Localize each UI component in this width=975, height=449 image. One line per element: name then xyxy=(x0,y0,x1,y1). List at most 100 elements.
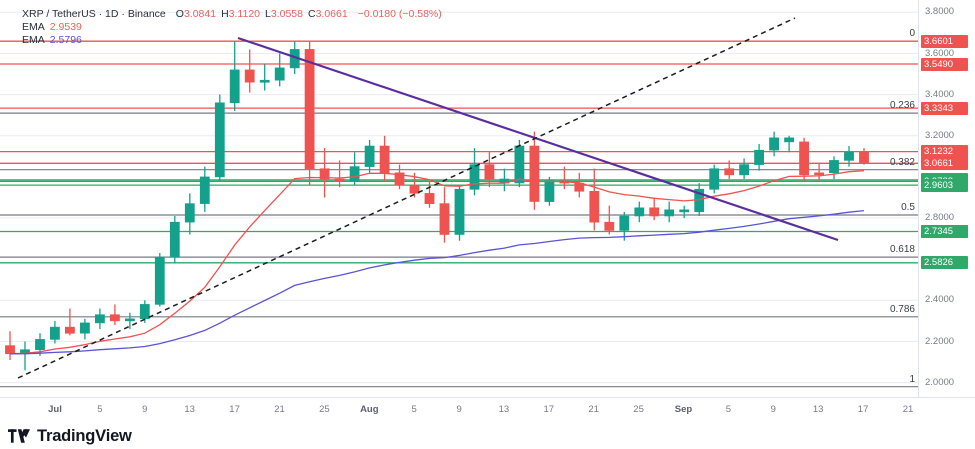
candle-body xyxy=(679,209,690,213)
candle-body xyxy=(154,256,165,305)
time-tick: 9 xyxy=(142,404,148,415)
candle-body xyxy=(35,339,45,350)
time-tick: 5 xyxy=(411,404,417,415)
grid-lines xyxy=(0,11,918,384)
time-tick: 5 xyxy=(97,404,103,415)
fib-ratio-label: 1 xyxy=(909,373,915,385)
price-tick: 2.4000 xyxy=(925,294,955,306)
candle-body xyxy=(110,314,120,322)
footer-band xyxy=(0,420,975,449)
fib-ratio-label: 0.236 xyxy=(889,100,915,112)
ema-fast-line xyxy=(9,170,865,355)
candle-body xyxy=(80,322,90,334)
candle-body xyxy=(214,102,225,178)
candle-body xyxy=(454,188,465,235)
price-level-label[interactable]: 2.7345 xyxy=(921,225,968,238)
fib-ratio-label: 0.786 xyxy=(889,303,915,315)
candle-body xyxy=(199,176,210,204)
candle-body xyxy=(544,180,555,202)
price-level-label[interactable]: 2.9603 xyxy=(921,178,968,192)
candle-body xyxy=(589,191,600,223)
time-tick: 21 xyxy=(588,404,599,415)
candle-body xyxy=(514,145,525,184)
candle-body xyxy=(709,168,720,190)
candle-body xyxy=(769,137,779,151)
tradingview-logo-icon xyxy=(8,429,30,443)
candle-body xyxy=(814,172,824,176)
time-scale[interactable]: Jul 5 9 13 17 21 25 Aug 5 9 13 17 21 25 Sep 5 9 13 17 21 xyxy=(0,397,975,420)
price-level-label[interactable]: 2.5826 xyxy=(921,256,968,270)
descending-trendline[interactable] xyxy=(237,36,839,242)
time-tick: 13 xyxy=(498,404,510,415)
time-tick: 17 xyxy=(857,404,869,415)
fib-ratio-label: 0.618 xyxy=(889,244,915,256)
candle-body xyxy=(634,207,645,217)
candle-body xyxy=(604,221,615,231)
candle-body xyxy=(49,326,60,340)
time-tick: Sep xyxy=(674,404,693,415)
time-tick: 25 xyxy=(319,404,330,415)
price-level-label[interactable]: 3.0661 xyxy=(921,156,968,170)
time-tick: 21 xyxy=(274,404,285,415)
candle-body xyxy=(229,69,240,104)
candlestick-series xyxy=(5,41,869,371)
candle-body xyxy=(619,215,630,231)
candle-body xyxy=(724,168,735,176)
fib-ratio-label: 0.5 xyxy=(901,201,915,213)
candle-body xyxy=(469,164,480,190)
fib-ratio-label: 0.382 xyxy=(889,156,915,168)
time-tick: Jul xyxy=(48,404,62,415)
time-tick: 17 xyxy=(229,404,240,415)
candle-body xyxy=(409,184,420,194)
price-level-label[interactable]: 3.1232 xyxy=(921,145,968,159)
candle-body xyxy=(169,221,180,258)
candle-body xyxy=(829,160,839,173)
candle-body xyxy=(844,151,854,161)
candle-body xyxy=(364,145,375,167)
candle-body xyxy=(799,141,809,176)
time-tick: 13 xyxy=(812,404,824,415)
candle-body xyxy=(349,166,360,182)
candle-body xyxy=(65,326,75,334)
time-tick: 17 xyxy=(543,404,555,415)
candle-body xyxy=(784,137,794,143)
candle-body xyxy=(439,203,450,235)
candle-body xyxy=(259,79,270,83)
chart-plot-area[interactable] xyxy=(0,0,918,397)
candle-body xyxy=(334,178,345,182)
price-level-label[interactable]: 3.5490 xyxy=(921,57,968,71)
time-tick: 9 xyxy=(770,404,776,415)
price-level-label[interactable]: 3.6601 xyxy=(921,34,968,48)
price-scale[interactable]: 3.8000 3.6000 3.4000 3.2000 2.8000 2.4000 2.20… xyxy=(918,0,975,397)
candle-body xyxy=(319,168,330,180)
candle-body xyxy=(304,49,315,170)
price-tick: 2.0000 xyxy=(925,376,955,388)
chart-canvas xyxy=(0,11,918,388)
candle-body xyxy=(184,203,195,223)
price-tick: 3.8000 xyxy=(925,6,955,18)
price-tick: 2.8000 xyxy=(925,212,955,223)
time-tick: 13 xyxy=(184,404,195,415)
candle-body xyxy=(859,151,869,163)
time-tick: Aug xyxy=(360,404,379,415)
ascending-dashed-trendline[interactable] xyxy=(17,17,796,379)
candle-body xyxy=(125,318,135,322)
brand-name: TradingView xyxy=(37,427,132,445)
ema-slow-line xyxy=(9,209,865,355)
price-tick: 3.6000 xyxy=(925,47,955,59)
candle-body xyxy=(394,172,405,186)
candle-body xyxy=(664,209,675,217)
price-level-label[interactable]: 3.3343 xyxy=(921,101,968,115)
candle-body xyxy=(274,67,285,81)
time-tick: 21 xyxy=(902,404,914,415)
time-tick: 5 xyxy=(725,404,732,415)
price-tick: 3.2000 xyxy=(925,129,955,141)
sr-level-lines xyxy=(0,40,918,264)
candle-body xyxy=(484,164,495,180)
price-tick: 2.2000 xyxy=(925,335,955,347)
candle-body xyxy=(649,207,660,217)
candle-body xyxy=(95,314,105,324)
candle-body xyxy=(754,149,764,165)
candle-body xyxy=(5,345,15,355)
